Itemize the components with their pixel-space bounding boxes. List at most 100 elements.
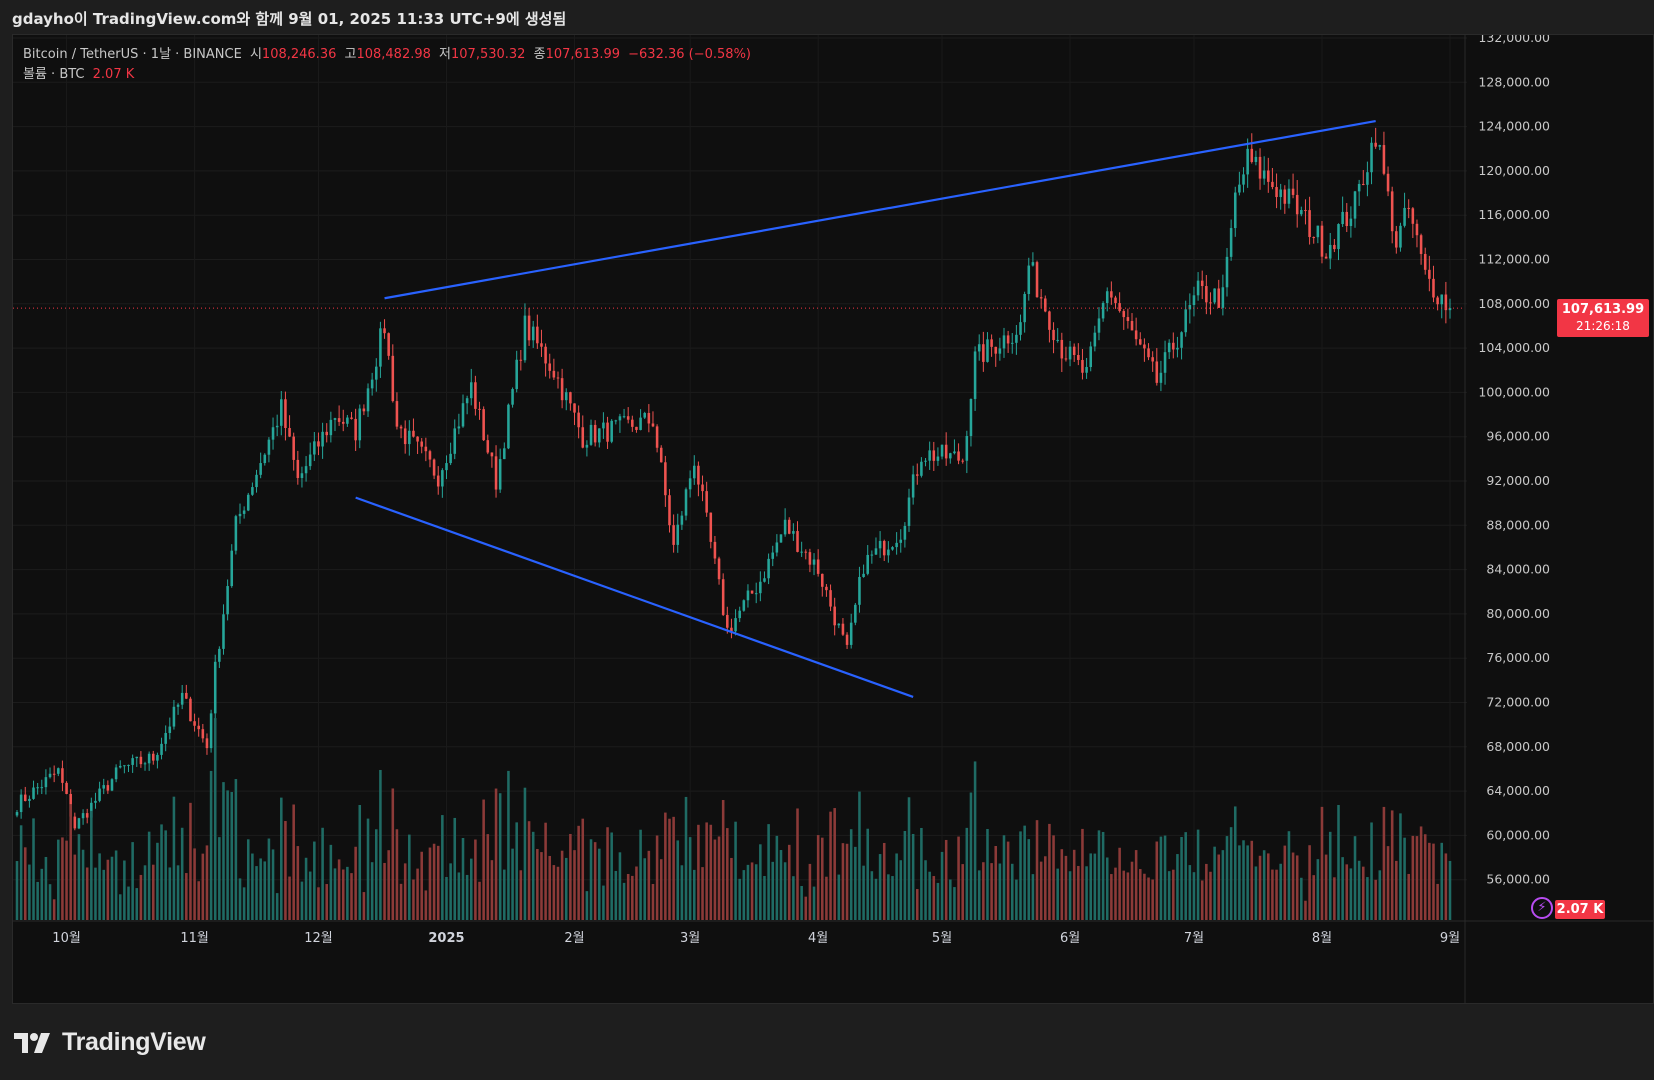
volume-bar	[911, 833, 915, 920]
candle-body	[176, 704, 180, 707]
candle-body	[341, 421, 345, 424]
upper-trendline[interactable]	[384, 119, 1376, 300]
candle-body	[1324, 256, 1328, 259]
chart-frame[interactable]: 132,000.00 128,000.00 124,000.00 120,000.00…	[12, 34, 1654, 1004]
lower-trendline[interactable]	[355, 496, 914, 698]
candle-body	[1320, 225, 1324, 257]
volume-bar	[151, 864, 155, 920]
lightning-icon[interactable]: ⚡	[1531, 897, 1553, 919]
candle-body	[85, 813, 89, 818]
price-chart[interactable]: 132,000.00 128,000.00 124,000.00 120,000.00…	[13, 35, 1654, 1004]
y-tick-label: 132,000.00	[1478, 35, 1550, 45]
volume-bar	[771, 861, 775, 920]
volume-bar	[127, 886, 130, 920]
candle-body	[1378, 145, 1382, 147]
volume-bar	[552, 865, 556, 920]
volume-label[interactable]: 볼륨 · BTC	[23, 67, 85, 82]
candle-body	[672, 525, 675, 545]
volume-bar	[362, 892, 366, 920]
candle-body	[895, 542, 898, 548]
candle-body	[1300, 210, 1303, 215]
volume-bar	[928, 871, 931, 920]
volume-bar	[156, 842, 159, 920]
candle-body	[915, 474, 919, 476]
candle-body	[1147, 348, 1150, 358]
volume-bar	[804, 896, 808, 920]
y-tick-label: 88,000.00	[1486, 517, 1550, 532]
volume-bar	[135, 888, 139, 920]
candle-body	[647, 412, 651, 424]
candle-body	[1217, 288, 1221, 308]
volume-bar	[1225, 836, 1229, 920]
candle-body	[697, 465, 700, 485]
volume-bar	[300, 881, 304, 920]
candle-body	[387, 333, 390, 356]
candle-body	[726, 614, 729, 628]
volume-bar	[1118, 847, 1121, 920]
volume-bar	[1390, 810, 1394, 920]
volume-bar	[226, 790, 229, 920]
volume-bar	[635, 866, 638, 920]
brand[interactable]: TradingView	[14, 1028, 206, 1057]
x-tick-label: 8월	[1312, 931, 1332, 946]
x-tick-label: 3월	[680, 931, 700, 946]
volume-bar	[754, 864, 758, 920]
candle-body	[164, 732, 167, 744]
candle-body	[1114, 297, 1117, 304]
volume-bar	[1444, 853, 1448, 920]
candle-body	[246, 494, 250, 511]
candle-body	[531, 326, 535, 341]
volume-bar	[176, 865, 180, 920]
volume-bar	[1271, 869, 1274, 920]
candle-body	[965, 435, 969, 461]
low-value: 107,530.32	[451, 47, 526, 62]
candle-body	[618, 416, 622, 421]
volume-bar	[779, 850, 783, 920]
volume-bar	[412, 879, 415, 920]
volume-legend: 볼륨 · BTC 2.07 K	[23, 63, 138, 82]
volume-bar	[730, 857, 733, 920]
volume-bar	[631, 875, 634, 920]
candle-body	[1101, 303, 1105, 319]
volume-bar	[1213, 846, 1216, 920]
volume-bar	[1056, 868, 1059, 920]
volume-bar	[560, 850, 564, 920]
candle-body	[1419, 235, 1423, 254]
candle-body	[346, 417, 349, 424]
candle-body	[412, 430, 415, 437]
volume-bar	[891, 876, 894, 920]
volume-bar	[1151, 879, 1154, 920]
candle-body	[564, 392, 568, 401]
candle-body	[350, 417, 353, 419]
candle-body	[519, 359, 523, 361]
candle-body	[1126, 317, 1130, 322]
candle-body	[841, 623, 845, 635]
candle-body	[375, 366, 378, 380]
volume-bar	[598, 848, 601, 920]
volume-bar	[1196, 829, 1200, 920]
candle-body	[903, 525, 907, 540]
candle-body	[201, 729, 205, 739]
candle-body	[474, 382, 477, 409]
candle-body	[1436, 297, 1439, 305]
volume-bar	[1221, 850, 1225, 920]
symbol-label[interactable]: Bitcoin / TetherUS · 1날 · BINANCE	[23, 47, 242, 62]
candle-body	[1010, 342, 1014, 344]
volume-bar	[581, 818, 585, 920]
candle-body	[548, 363, 552, 371]
volume-bar	[308, 871, 312, 920]
y-tick-label: 96,000.00	[1486, 429, 1550, 444]
candle-body	[127, 764, 130, 766]
volume-bar	[432, 843, 436, 920]
candle-body	[65, 782, 68, 794]
volume-bar	[1209, 871, 1212, 920]
candle-body	[1399, 225, 1402, 248]
volume-bar	[1291, 852, 1295, 920]
volume-bar	[1105, 857, 1109, 920]
volume-bar	[515, 822, 518, 920]
y-tick-label: 80,000.00	[1486, 606, 1550, 621]
candle-body	[1221, 287, 1225, 308]
x-tick-label: 6월	[1060, 931, 1080, 946]
candle-body	[1167, 342, 1171, 353]
candle-body	[882, 540, 886, 556]
